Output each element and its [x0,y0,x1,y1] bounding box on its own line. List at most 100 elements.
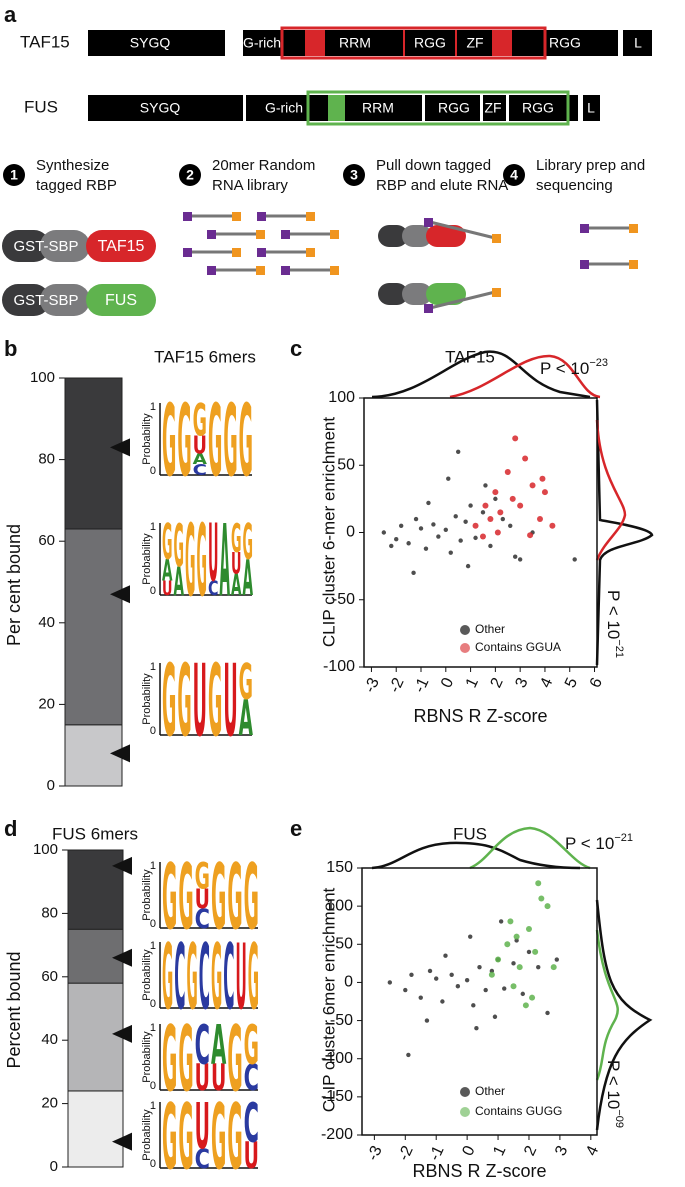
data-point [411,570,416,576]
density-curve [595,419,627,561]
bar-segment [64,528,123,726]
data-point [449,972,454,977]
x-tick-label: 1 [490,1143,509,1158]
annotation: P < 10−09 [604,1060,626,1128]
logo-letter: G [193,395,207,447]
y-tick-label: -100 [321,1050,353,1067]
logo-tick-label: 1 [150,521,156,533]
x-tick-label: 6 [587,675,606,690]
logo-letter: G [244,1013,259,1077]
logo-letter: C [244,1091,259,1155]
annotation-text: P < 10 [604,590,623,639]
tag-gst [2,230,50,262]
bead [426,225,466,247]
logo-axis-label: Probability [141,1031,153,1083]
logo-letter: G [178,1007,193,1112]
data-point [525,926,532,933]
y-axis-label: CLIP cluster 6mer enrichment [319,887,338,1112]
rna-3p [492,288,501,297]
rna-5p [424,218,433,227]
rna-5p [257,248,266,257]
data-point [529,994,536,1001]
data-point [487,516,494,523]
rna-3p [629,260,638,269]
step-badge [343,164,365,186]
logo-letter: C [223,925,234,1030]
logo-letter: G [177,384,191,499]
x-axis-label: RBNS R Z-score [413,706,547,726]
data-point [389,543,394,549]
logo-tick-label: 1 [150,661,156,673]
data-point [554,957,560,962]
logo-letter: A [231,568,242,602]
step-badge [179,164,201,186]
data-point [398,523,404,528]
data-point [504,468,511,475]
y-tick-label: -50 [330,1012,353,1029]
logo-letter: A [211,1013,227,1077]
domain-label: RGG [549,35,581,51]
x-tick-label: 2 [488,675,507,690]
logo-letter: G [227,1007,242,1112]
tag-gst [2,284,50,316]
data-point [464,977,470,983]
x-tick-label: 0 [459,1143,478,1158]
logo-letter: G [244,845,259,950]
tag-sbp [40,284,90,316]
rna-5p [207,230,216,239]
logo-letter: C [195,1013,210,1077]
rna-5p [183,248,192,257]
domain-label: L [634,35,642,51]
x-tick-label: -3 [361,675,382,695]
data-point [541,489,548,496]
data-point [538,895,545,902]
tag-label: GST-SBP [13,292,78,309]
logo-letter: U [244,1135,259,1177]
domain-label: RGG [438,100,470,116]
logo-letter: C [174,925,185,1030]
x-tick-label: 1 [463,675,482,690]
y-axis-label: CLIP cluster 6-mer enrichment [319,417,338,647]
legend-swatch [460,643,470,653]
data-point [458,538,463,543]
logo-letter: G [208,384,222,499]
logo-letter: G [248,925,259,1030]
rna-5p [424,304,433,313]
logo-tick-label: 1 [150,940,156,952]
data-point [477,964,482,970]
logo-axis-label: Probability [141,869,153,921]
y-tick-label: -50 [332,591,355,608]
data-point [509,495,516,502]
data-point [381,530,387,535]
data-point [418,526,424,531]
y-tick-label: 80 [38,451,55,468]
chart-title: TAF15 6mers [154,347,256,366]
logo-letter: G [211,925,222,1030]
legend-swatch [460,1107,470,1117]
logo-letter: G [178,1085,193,1187]
data-point [536,964,541,970]
rna-3p [330,230,339,239]
data-point [532,948,539,955]
logo-axis-label: Probability [141,673,153,725]
data-point [443,953,448,958]
logo-letter: G [162,925,173,1030]
rna-3p [256,266,265,275]
annotation-exponent: −21 [613,639,625,658]
x-tick-label: 4 [537,675,556,690]
x-tick-label: -1 [411,675,432,695]
y-tick-label: 20 [41,1095,58,1112]
bar-segment [64,724,123,787]
data-point [512,435,519,442]
data-point [488,543,493,549]
data-point [426,500,431,506]
data-point [440,999,445,1004]
x-tick-label: -2 [395,1143,416,1163]
y-tick-label: 60 [41,968,58,985]
data-point [465,563,471,569]
bead [402,225,432,247]
data-point [409,972,414,977]
bar-segment [67,928,124,984]
logo-letter: G [177,644,191,759]
y-tick-label: 50 [335,936,353,953]
